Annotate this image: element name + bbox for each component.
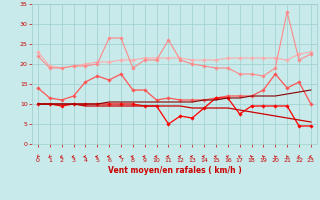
- X-axis label: Vent moyen/en rafales ( km/h ): Vent moyen/en rafales ( km/h ): [108, 166, 241, 175]
